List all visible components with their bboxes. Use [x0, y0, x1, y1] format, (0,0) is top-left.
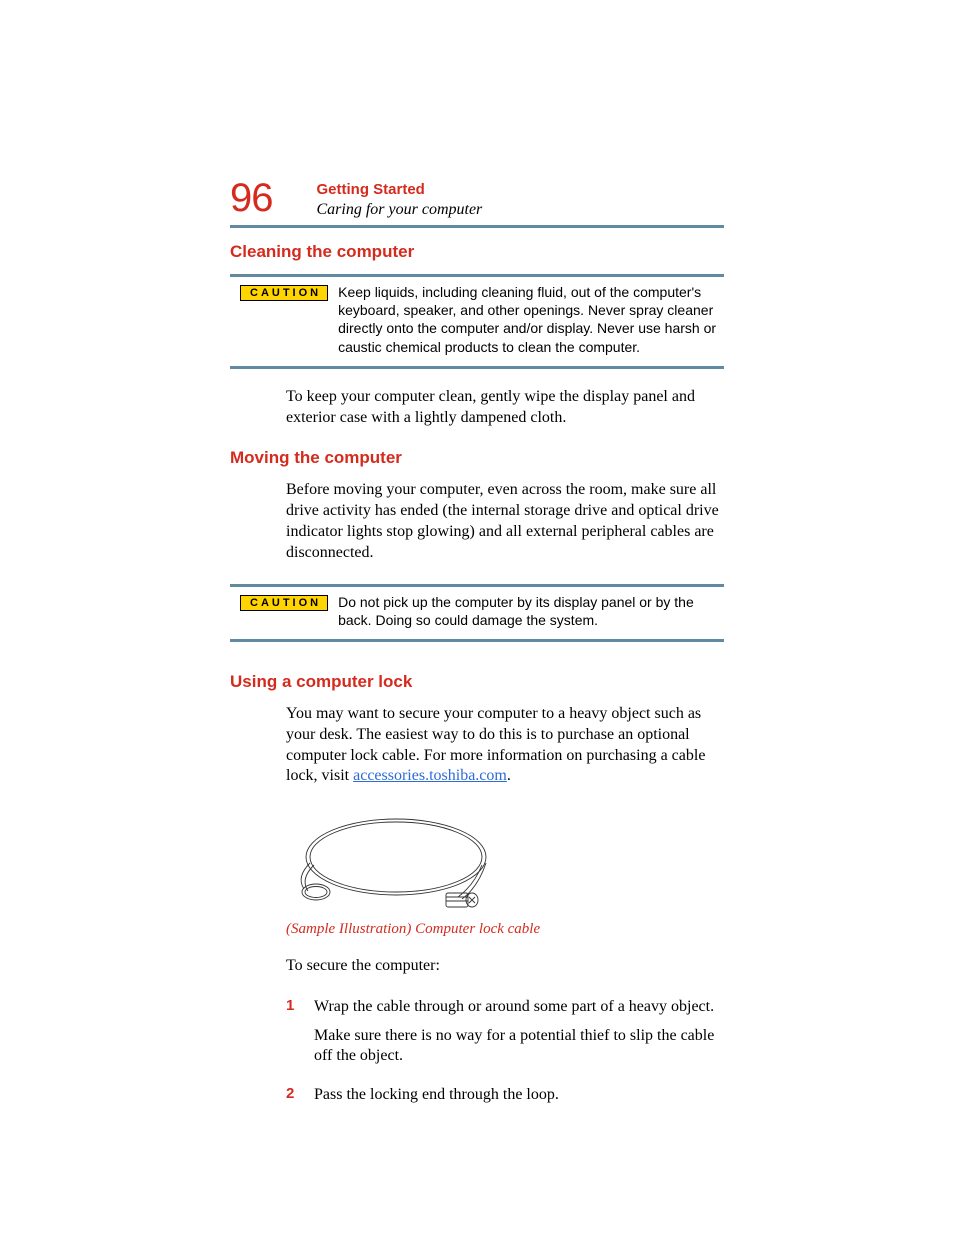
step-text: Wrap the cable through or around some pa…	[314, 997, 724, 1018]
header-rule	[230, 225, 724, 228]
header-titles: Getting Started Caring for your computer	[317, 178, 483, 219]
toshiba-accessories-link[interactable]: accessories.toshiba.com	[353, 767, 507, 784]
chapter-title: Getting Started	[317, 181, 483, 199]
caution-text: Do not pick up the computer by its displ…	[338, 593, 724, 629]
step-2: 2 Pass the locking end through the loop.	[286, 1085, 724, 1106]
section-title: Caring for your computer	[317, 201, 483, 219]
para-lock: You may want to secure your computer to …	[286, 704, 724, 787]
steps-list: 1 Wrap the cable through or around some …	[286, 997, 724, 1106]
steps-intro: To secure the computer:	[286, 956, 724, 977]
caution-badge: CAUTION	[240, 285, 328, 301]
step-number: 2	[286, 1085, 298, 1102]
step-body: Pass the locking end through the loop.	[314, 1085, 559, 1106]
para-cleaning: To keep your computer clean, gently wipe…	[286, 387, 724, 429]
heading-moving: Moving the computer	[230, 448, 724, 468]
heading-lock: Using a computer lock	[230, 672, 724, 692]
step-body: Wrap the cable through or around some pa…	[314, 997, 724, 1077]
page-header: 96 Getting Started Caring for your compu…	[230, 178, 724, 219]
illustration-caption: (Sample Illustration) Computer lock cabl…	[286, 921, 724, 938]
step-text: Pass the locking end through the loop.	[314, 1085, 559, 1106]
para-lock-after: .	[507, 767, 511, 784]
caution-badge: CAUTION	[240, 595, 328, 611]
manual-page: 96 Getting Started Caring for your compu…	[0, 0, 954, 1235]
caution-text: Keep liquids, including cleaning fluid, …	[338, 283, 724, 356]
step-number: 1	[286, 997, 298, 1014]
page-number: 96	[230, 178, 273, 218]
step-1: 1 Wrap the cable through or around some …	[286, 997, 724, 1077]
caution-block-cleaning: CAUTION Keep liquids, including cleaning…	[230, 274, 724, 369]
heading-cleaning: Cleaning the computer	[230, 242, 724, 262]
step-subtext: Make sure there is no way for a potentia…	[314, 1026, 724, 1068]
lock-cable-illustration	[286, 807, 506, 917]
caution-block-moving: CAUTION Do not pick up the computer by i…	[230, 584, 724, 642]
para-moving: Before moving your computer, even across…	[286, 480, 724, 563]
